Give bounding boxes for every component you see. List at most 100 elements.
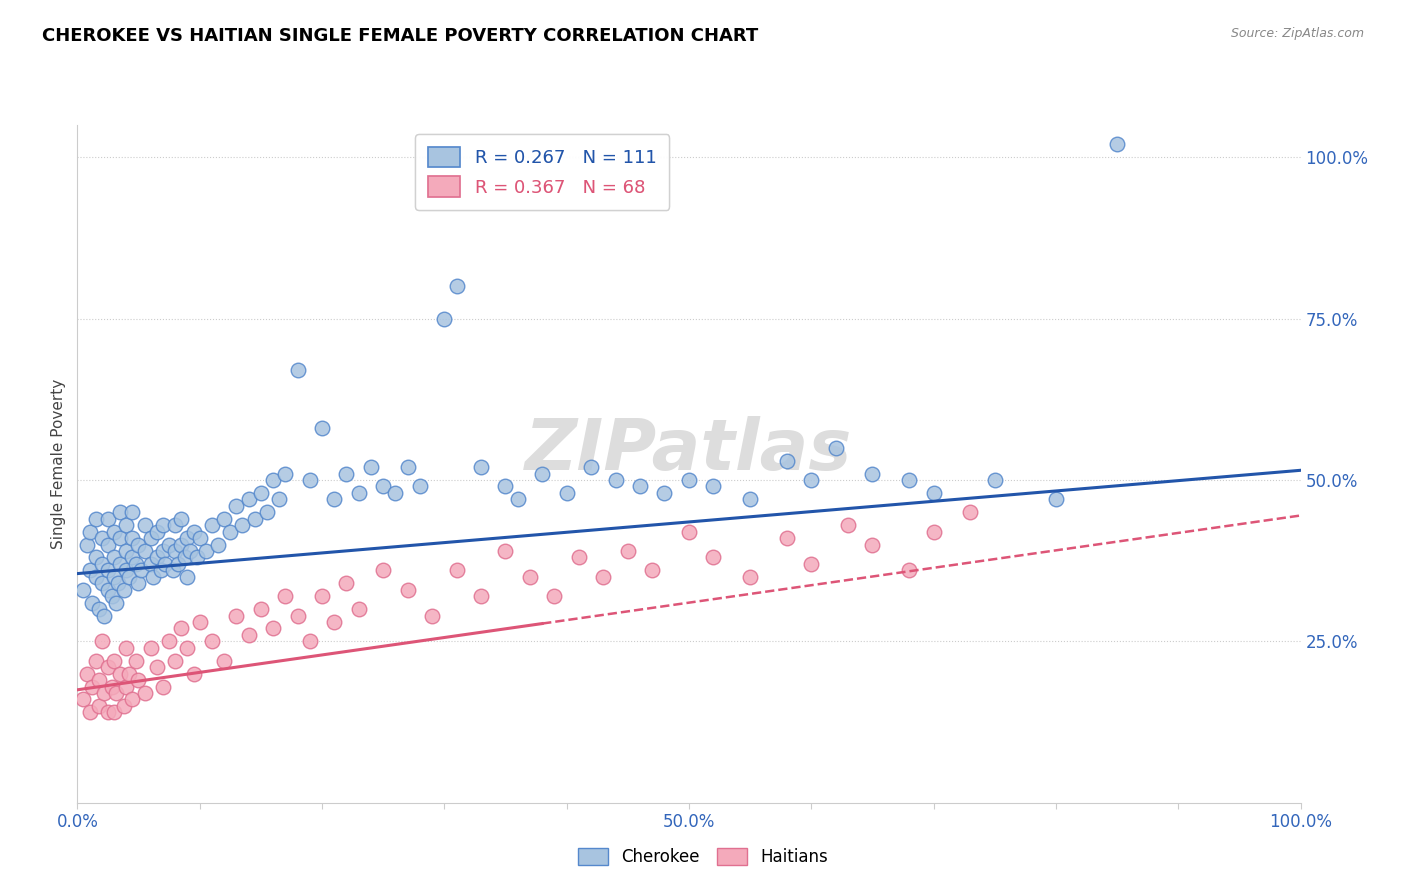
Point [617,544,640,558]
Point [274,589,297,603]
Point [97,537,120,551]
Text: Source: ZipAtlas.com: Source: ZipAtlas.com [1230,27,1364,40]
Point [157,537,180,551]
Point [323,615,346,629]
Point [776,531,799,545]
Point [824,441,846,455]
Point [922,486,945,500]
Point [287,363,309,377]
Point [93,686,115,700]
Point [93,608,115,623]
Point [446,563,468,577]
Point [134,518,156,533]
Text: CHEROKEE VS HAITIAN SINGLE FEMALE POVERTY CORRELATION CHART: CHEROKEE VS HAITIAN SINGLE FEMALE POVERT… [42,27,758,45]
Point [157,634,180,648]
Point [862,537,884,551]
Y-axis label: Single Female Poverty: Single Female Poverty [51,379,66,549]
Point [531,467,554,481]
Point [495,544,517,558]
Point [396,460,419,475]
Point [243,512,266,526]
Point [72,692,94,706]
Point [323,492,346,507]
Point [335,467,357,481]
Point [112,698,135,713]
Point [420,608,443,623]
Point [152,680,174,694]
Point [89,673,111,687]
Point [170,537,193,551]
Point [139,640,162,655]
Point [107,576,129,591]
Point [269,492,291,507]
Point [134,686,156,700]
Point [97,582,120,597]
Text: ZIPatlas: ZIPatlas [526,416,852,484]
Point [262,473,284,487]
Point [176,531,198,545]
Point [409,479,432,493]
Point [108,531,131,545]
Point [654,486,676,500]
Point [90,557,112,571]
Point [125,654,148,668]
Point [207,537,229,551]
Point [179,544,201,558]
Legend: R = 0.267   N = 111, R = 0.367   N = 68: R = 0.267 N = 111, R = 0.367 N = 68 [415,134,669,210]
Point [121,692,143,706]
Point [170,512,193,526]
Point [90,634,112,648]
Point [183,524,205,539]
Point [360,460,382,475]
Point [176,570,198,584]
Point [188,531,211,545]
Point [89,698,111,713]
Point [80,680,103,694]
Point [79,563,101,577]
Point [139,557,162,571]
Point [97,706,120,720]
Point [231,518,253,533]
Point [103,706,125,720]
Point [79,524,101,539]
Point [108,557,131,571]
Point [115,563,138,577]
Point [174,550,197,565]
Point [84,512,107,526]
Point [118,570,141,584]
Point [146,524,169,539]
Point [605,473,627,487]
Point [115,518,138,533]
Point [115,544,138,558]
Point [108,666,131,681]
Point [76,666,98,681]
Point [105,686,128,700]
Point [984,473,1007,487]
Point [335,576,357,591]
Point [592,570,614,584]
Point [134,544,156,558]
Point [371,479,394,493]
Point [298,634,321,648]
Point [188,615,211,629]
Point [201,634,224,648]
Point [702,550,724,565]
Point [103,524,125,539]
Point [225,608,247,623]
Point [84,570,107,584]
Point [740,492,762,507]
Point [959,505,981,519]
Point [433,311,456,326]
Point [112,582,135,597]
Point [371,563,394,577]
Point [170,622,193,636]
Point [90,531,112,545]
Point [149,563,172,577]
Point [543,589,565,603]
Point [84,550,107,565]
Point [862,467,884,481]
Point [100,589,122,603]
Point [125,557,148,571]
Point [1107,137,1129,152]
Point [118,666,141,681]
